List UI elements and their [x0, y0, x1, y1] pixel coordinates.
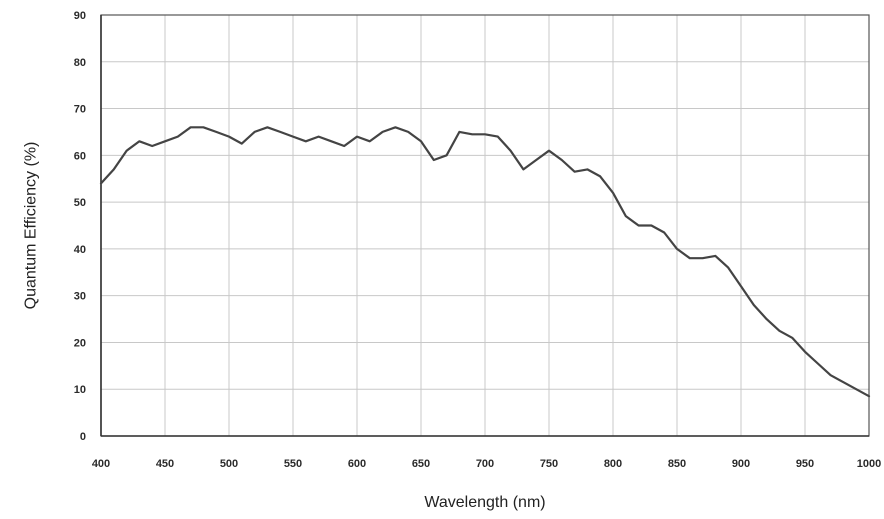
y-tick-label: 80 — [74, 57, 86, 69]
y-tick-label: 90 — [74, 10, 86, 22]
x-tick-label: 500 — [220, 458, 238, 470]
x-tick-label: 800 — [604, 458, 622, 470]
x-tick-labels: 400 450 500 550 600 650 700 750 800 850 900 950 1000 — [92, 458, 881, 470]
y-tick-label: 0 — [80, 431, 86, 443]
y-axis-title: Quantum Efficiency (%) — [23, 142, 40, 310]
quantum-efficiency-line — [99, 126, 871, 398]
grid-lines — [101, 15, 869, 436]
x-tick-label: 850 — [668, 458, 686, 470]
x-tick-label: 450 — [156, 458, 174, 470]
y-tick-label: 60 — [74, 150, 86, 162]
y-tick-label: 20 — [74, 337, 86, 349]
y-tick-label: 40 — [74, 244, 86, 256]
x-tick-label: 550 — [284, 458, 302, 470]
x-axis-title: Wavelength (nm) — [424, 494, 545, 511]
y-tick-label: 50 — [74, 197, 86, 209]
x-tick-label: 900 — [732, 458, 750, 470]
y-tick-label: 30 — [74, 291, 86, 303]
x-tick-label: 750 — [540, 458, 558, 470]
y-tick-label: 70 — [74, 104, 86, 116]
x-tick-label: 600 — [348, 458, 366, 470]
y-tick-labels: 0 10 20 30 40 50 60 70 80 90 — [74, 10, 86, 443]
x-tick-label: 400 — [92, 458, 110, 470]
x-tick-label: 650 — [412, 458, 430, 470]
x-tick-label: 950 — [796, 458, 814, 470]
y-tick-label: 10 — [74, 384, 86, 396]
x-tick-label: 1000 — [857, 458, 881, 470]
x-tick-label: 700 — [476, 458, 494, 470]
